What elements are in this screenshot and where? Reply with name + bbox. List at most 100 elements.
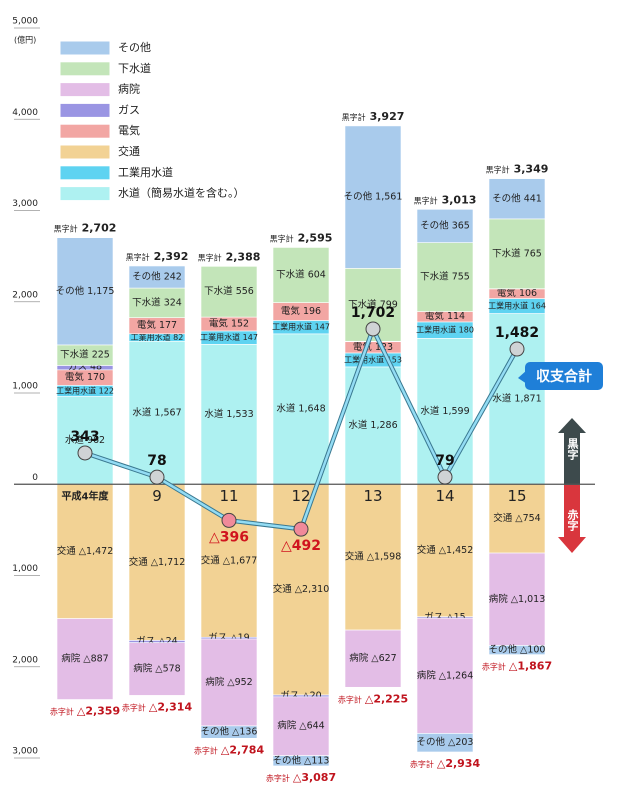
segment-label: 病院 △644	[277, 720, 324, 732]
segment-label: 工業用水道 153	[344, 354, 402, 364]
surplus-total: 黒字計 2,388	[198, 250, 261, 263]
segment-label: 水道 1,286	[348, 419, 397, 431]
segment-label: 水道 1,648	[276, 403, 325, 415]
segment-label: 下水道 225	[60, 349, 110, 361]
segment-label: 工業用水道 122	[56, 385, 114, 395]
net-label: △492	[281, 538, 321, 554]
deficit-total-value: △2,784	[221, 743, 265, 756]
segment-label: 電気 152	[209, 318, 249, 330]
deficit-arrow-label: 赤字	[566, 508, 579, 532]
bar-segment	[272, 247, 330, 303]
legend-swatch	[59, 165, 111, 181]
deficit-total-caption: 赤字計	[50, 706, 74, 716]
segment-label: 下水道 755	[420, 271, 470, 283]
net-point	[437, 469, 453, 485]
surplus-total-value: 3,013	[442, 193, 477, 206]
surplus-total-caption: 黒字計	[126, 251, 150, 261]
y-tick-label: 0	[32, 473, 38, 483]
segment-label: 下水道 765	[492, 247, 542, 259]
surplus-total: 黒字計 3,013	[414, 193, 477, 206]
deficit-total-caption: 赤字計	[482, 661, 506, 671]
bar-segment	[488, 483, 546, 554]
bar-segment	[56, 396, 114, 485]
segment-label: 交通 △1,472	[57, 545, 114, 557]
bar-segment	[344, 125, 402, 269]
callout: 収支合計	[518, 362, 603, 390]
deficit-total-caption: 赤字計	[122, 702, 146, 712]
net-point	[365, 321, 381, 337]
segment-label: 工業用水道 164	[488, 301, 546, 311]
legend-label: 交通	[118, 144, 140, 158]
segment-label: ガス △15	[424, 612, 465, 623]
bar-segment	[272, 333, 330, 485]
segment-label: 電気 106	[497, 287, 537, 299]
bar-segment	[56, 618, 114, 700]
deficit-total-value: △2,359	[77, 705, 120, 718]
legend-label: 病院	[118, 82, 140, 96]
surplus-total-value: 2,392	[154, 250, 189, 263]
segment-label: その他 441	[492, 192, 542, 204]
segment-label: ガス △24	[136, 636, 177, 647]
segment-label: 水道 1,533	[204, 408, 253, 420]
net-point	[221, 512, 237, 528]
segment-label: 交通 △1,677	[201, 554, 258, 566]
surplus-total-caption: 黒字計	[414, 195, 438, 205]
surplus-total-value: 3,349	[514, 163, 549, 176]
segment-label: その他 1,561	[344, 191, 403, 203]
segment-label: その他 △203	[417, 736, 474, 748]
segment-label: 電気 170	[65, 371, 105, 383]
bar-segment	[488, 178, 546, 220]
bar-segment	[488, 218, 546, 290]
surplus-total: 黒字計 3,927	[342, 110, 405, 123]
x-tick-label: 平成4年度	[62, 489, 110, 502]
segment-label: その他 1,175	[56, 285, 115, 297]
surplus-total-caption: 黒字計	[198, 252, 222, 262]
segment-label: 水道 1,871	[492, 392, 541, 404]
segment-label: ガス △20	[280, 690, 321, 701]
segment-label: 下水道 556	[204, 285, 254, 297]
deficit-total: 赤字計 △2,359	[50, 705, 120, 718]
deficit-total: 赤字計 △2,784	[194, 743, 265, 756]
segment-label: 電気 114	[425, 310, 465, 322]
deficit-total: 赤字計 △2,314	[122, 700, 193, 713]
segment-label: 電気 196	[281, 305, 321, 317]
segment-label: 工業用水道 147	[272, 322, 330, 332]
bar-segment	[128, 287, 186, 318]
surplus-total-caption: 黒字計	[486, 164, 510, 174]
surplus-arrow-shape	[558, 418, 586, 485]
segment-label: 病院 △578	[133, 663, 180, 675]
legend-label: 電気	[118, 123, 140, 137]
net-point	[293, 521, 309, 537]
bar-segment	[416, 733, 474, 753]
surplus-total-value: 3,927	[370, 110, 405, 123]
deficit-total-value: △3,087	[293, 771, 336, 784]
deficit-total: 赤字計 △3,087	[266, 771, 336, 784]
bar-segment	[56, 483, 114, 619]
segment-label: 電気 177	[137, 319, 177, 331]
bar-segment	[56, 237, 114, 346]
net-label: 1,482	[495, 325, 539, 341]
net-label: 78	[147, 453, 166, 469]
legend-swatch	[59, 40, 111, 56]
legend-label: ガス	[118, 103, 140, 116]
segment-label: 病院 △887	[61, 653, 108, 665]
legend-label: その他	[118, 41, 151, 54]
deficit-total-caption: 赤字計	[410, 758, 434, 768]
deficit-total-caption: 赤字計	[266, 772, 290, 782]
y-tick-label: 1,000	[12, 382, 38, 392]
segment-label: ガス 48	[68, 362, 102, 373]
bar-segment	[272, 696, 330, 756]
y-tick-label: 5,000	[12, 17, 38, 27]
net-point	[509, 341, 525, 357]
bar-segment	[488, 645, 546, 655]
legend-swatch	[59, 82, 111, 98]
net-point	[77, 445, 93, 461]
legend-label: 下水道	[118, 61, 151, 75]
deficit-total-caption: 赤字計	[338, 694, 362, 704]
callout-box	[525, 362, 603, 390]
segment-label: 水道 962	[65, 434, 105, 446]
legend-label: 水道（簡易水道を含む。）	[118, 186, 245, 200]
legend-swatch	[59, 186, 111, 202]
legend-swatch	[59, 144, 111, 160]
